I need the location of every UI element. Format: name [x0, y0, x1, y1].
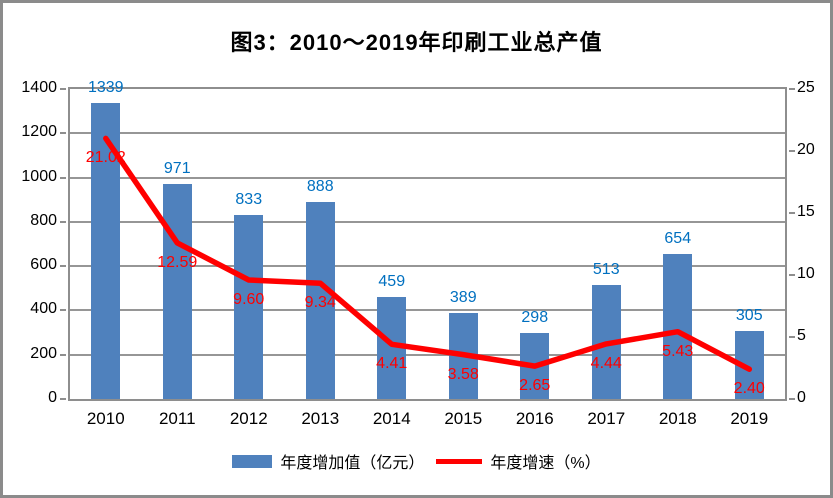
bar: [234, 214, 264, 399]
gridline: [70, 265, 785, 268]
bar-value-label: 1339: [87, 78, 124, 96]
bar-series-swatch: [232, 454, 273, 468]
bar-value-label: 305: [735, 307, 763, 325]
line-value-label: 5.43: [662, 342, 694, 360]
line-value-label: 2.40: [733, 380, 765, 398]
line-value-label: 4.41: [376, 355, 408, 373]
legend-item-line: 年度增速（%）: [436, 449, 601, 473]
x-axis-label: 2017: [587, 409, 626, 428]
x-axis-label: 2018: [658, 409, 697, 428]
bar-value-label: 654: [664, 230, 692, 248]
x-axis-label: 2016: [515, 409, 554, 428]
left-axis-tick-label: 1200: [21, 123, 57, 141]
bar-value-label: 888: [306, 178, 334, 196]
line-value-label: 9.60: [233, 290, 265, 308]
left-axis-tick-label: 600: [30, 256, 57, 274]
legend-label-line: 年度增速（%）: [490, 455, 601, 472]
bar: [162, 184, 192, 399]
left-axis-tick: [60, 398, 66, 400]
left-axis-tick: [60, 132, 66, 135]
left-axis-tick-label: 400: [30, 300, 57, 318]
gridline: [70, 309, 785, 312]
right-axis-tick-label: 5: [797, 327, 806, 344]
bar-value-label: 971: [163, 159, 191, 177]
gridline: [70, 132, 785, 135]
line-value-label: 9.34: [304, 294, 336, 312]
right-axis-tick-label: 10: [797, 265, 815, 282]
left-axis-tick: [60, 176, 66, 179]
right-axis-tick: [789, 398, 795, 400]
x-axis-label: 2019: [730, 409, 769, 428]
gridline: [70, 353, 785, 356]
line-series-swatch: [436, 458, 483, 464]
left-axis-tick-label: 800: [30, 211, 57, 229]
gridline: [70, 220, 785, 223]
right-axis-tick-label: 15: [797, 203, 815, 220]
legend: 年度增加值（亿元） 年度增速（%）: [3, 449, 830, 473]
left-axis-tick: [60, 220, 66, 223]
left-axis-tick: [60, 88, 66, 90]
right-axis-tick-label: 20: [797, 141, 815, 158]
left-axis-tick-label: 0: [48, 389, 57, 406]
right-axis-tick: [789, 274, 795, 276]
plot-area: 1339 971 833 888 459 389 298 513 654 305 21.02 12.5…: [60, 79, 795, 401]
line-value-label: 4.44: [590, 354, 622, 372]
chart-title: 图3：2010～2019年印刷工业总产值: [230, 30, 603, 55]
x-axis-label: 2010: [86, 409, 125, 428]
line-value-label: 3.58: [447, 365, 479, 383]
x-axis-label: 2015: [444, 409, 483, 428]
bar-value-label: 833: [235, 190, 263, 208]
x-axis-label: 2014: [372, 409, 411, 428]
bar: [663, 254, 693, 399]
bar-value-label: 389: [449, 288, 477, 306]
right-axis-tick: [789, 88, 795, 90]
bar-value-label: 298: [521, 309, 549, 326]
x-axis-label: 2011: [158, 409, 196, 428]
left-axis-tick: [60, 309, 66, 312]
bar-value-label: 513: [592, 261, 620, 279]
line-value-label: 21.02: [85, 149, 126, 167]
line-value-label: 2.65: [519, 377, 551, 395]
right-axis-tick-label: 25: [797, 79, 815, 96]
x-axis-label: 2013: [301, 409, 340, 428]
growth-line: [103, 135, 753, 372]
line-value-label: 12.59: [157, 253, 198, 271]
right-axis-tick: [789, 336, 795, 338]
right-axis-tick: [789, 212, 795, 214]
left-axis-tick-label: 200: [30, 344, 57, 362]
gridline: [70, 176, 785, 179]
right-axis-tick: [789, 150, 795, 152]
bar-value-label: 459: [378, 273, 406, 291]
left-axis-tick: [60, 265, 66, 268]
x-axis-label: 2012: [229, 409, 268, 428]
left-axis-tick: [60, 353, 66, 356]
bar: [305, 202, 335, 399]
left-axis-tick-label: 1400: [21, 79, 57, 96]
legend-item-bars: 年度增加值（亿元）: [232, 449, 424, 473]
left-axis-tick-label: 1000: [21, 167, 57, 185]
legend-label-bars: 年度增加值（亿元）: [280, 455, 425, 472]
right-axis-tick-label: 0: [797, 389, 806, 406]
